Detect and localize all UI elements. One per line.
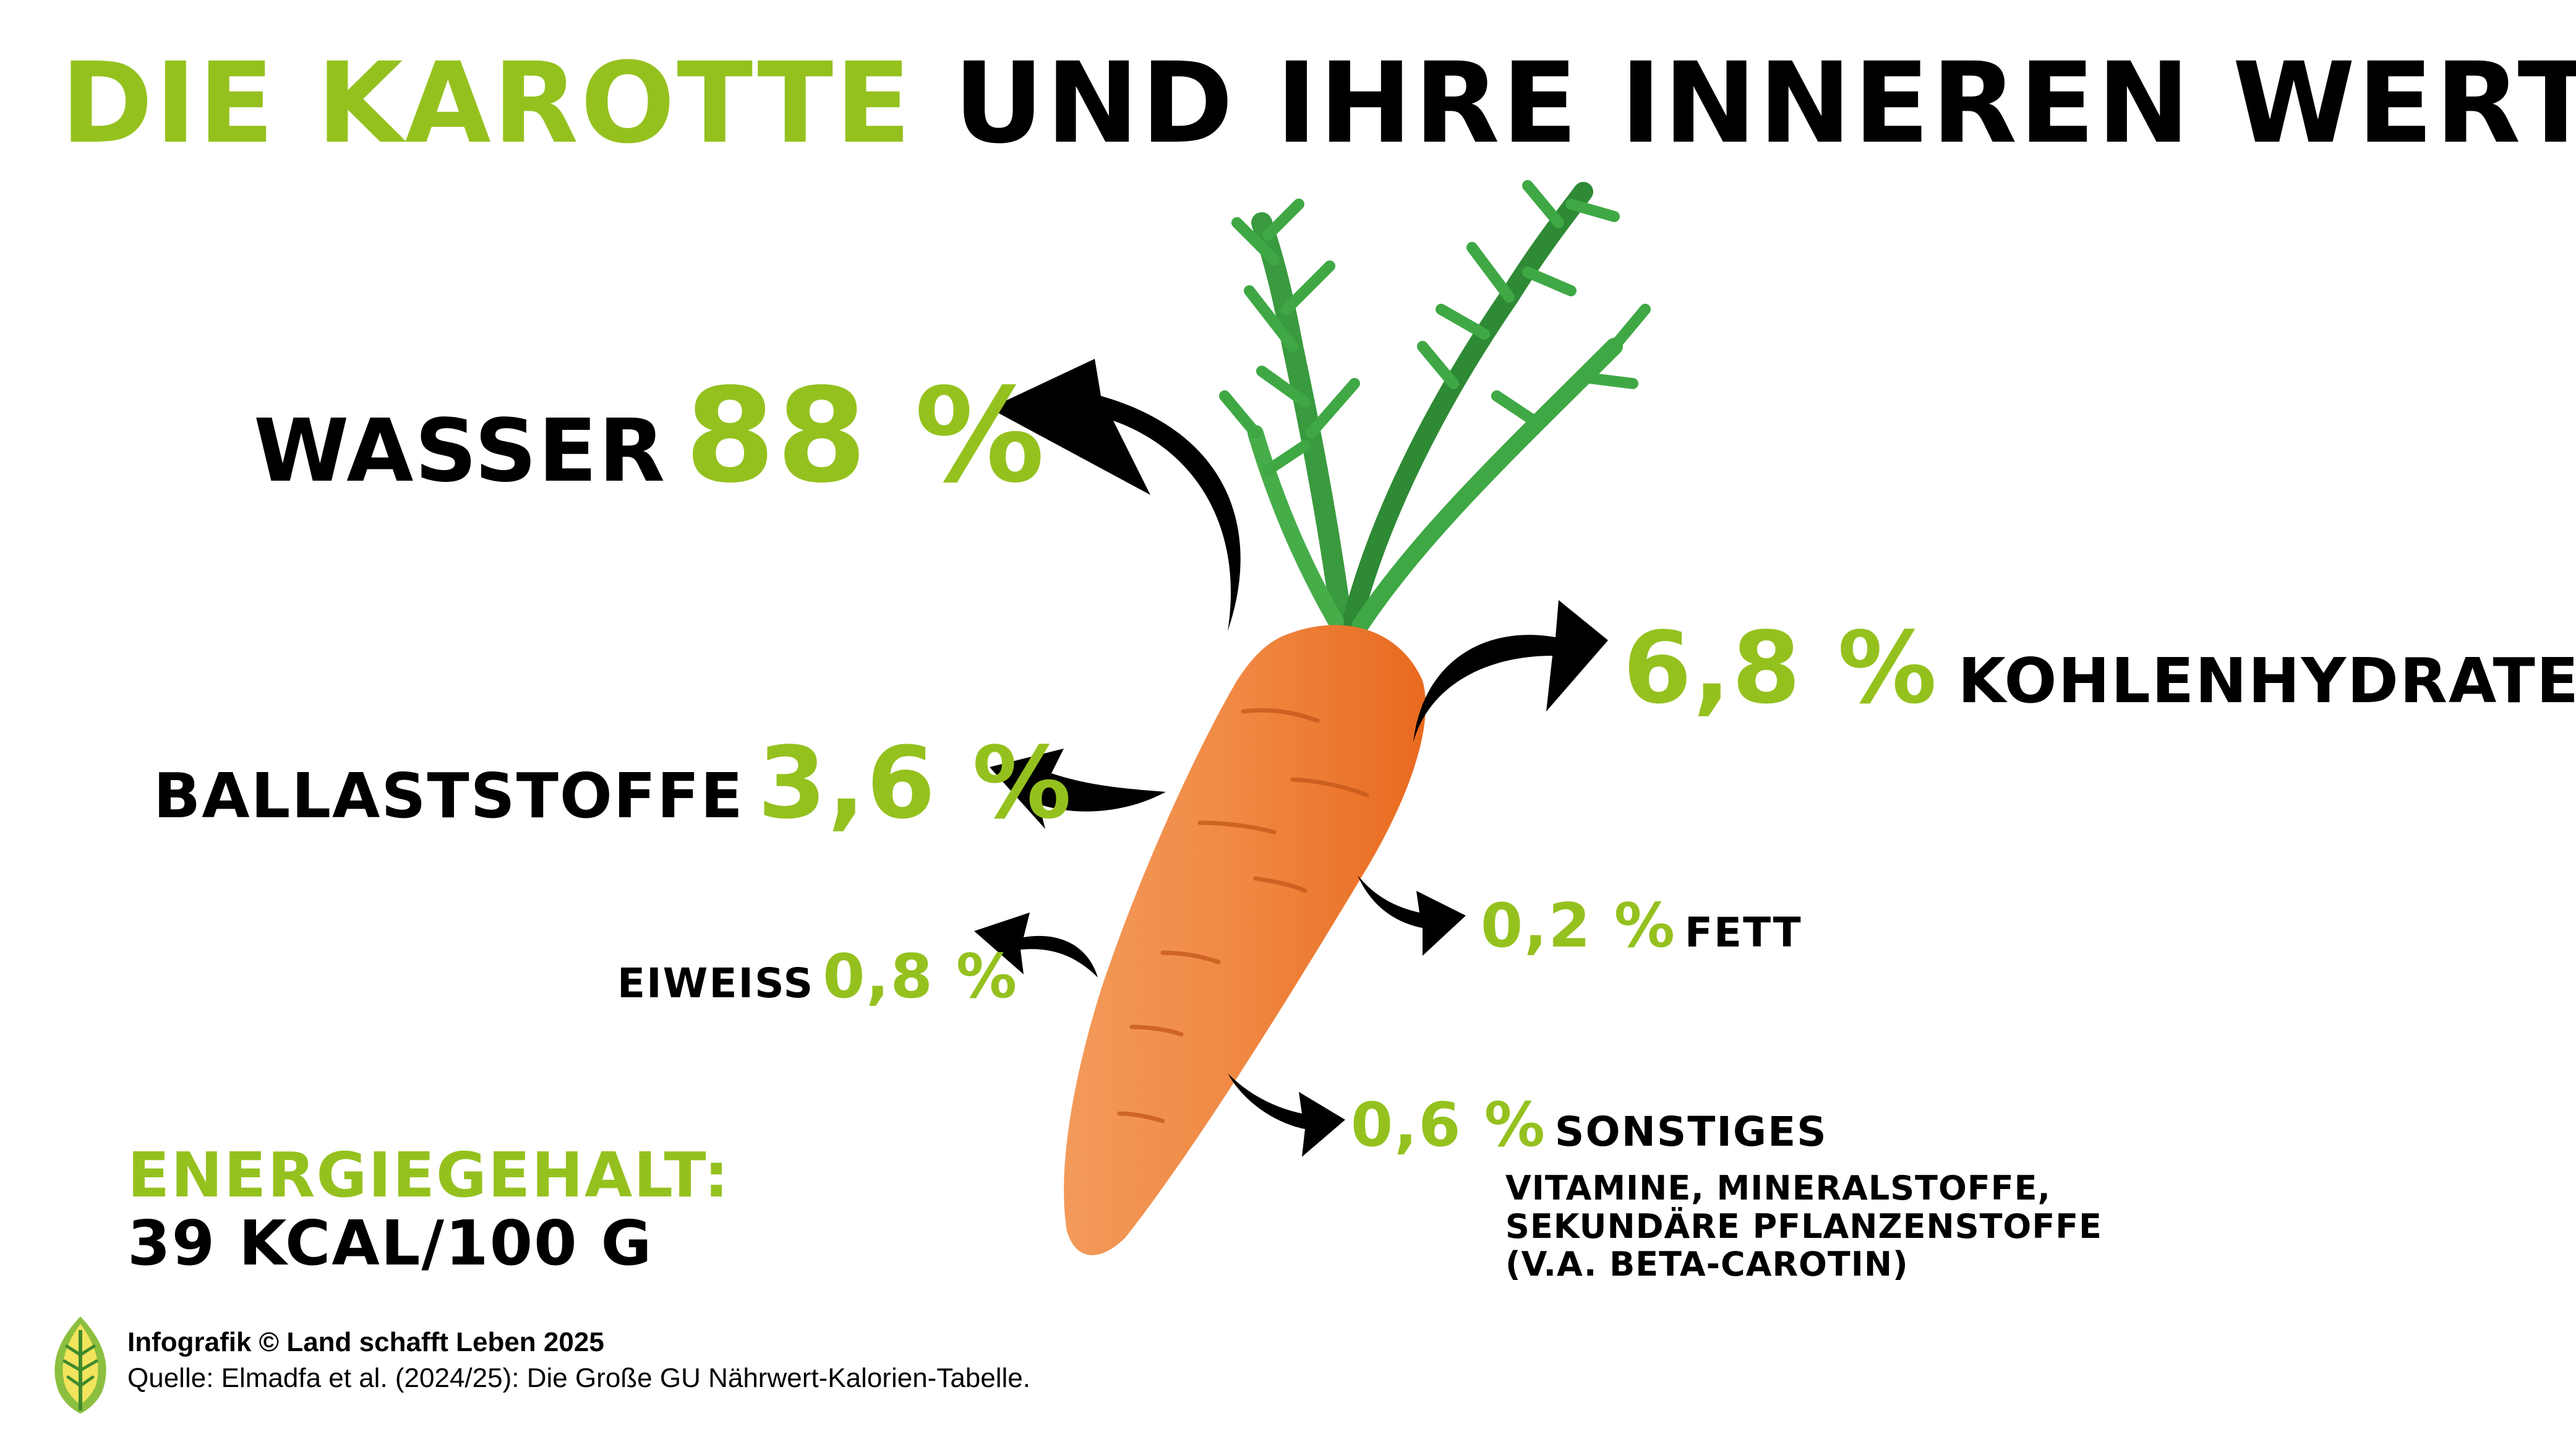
title-highlight: DIE KAROTTE xyxy=(61,39,914,168)
sonstiges-description-line: SEKUNDÄRE PFLANZENSTOFFE xyxy=(1505,1206,2102,1246)
ballaststoffe-stat: BALLASTSTOFFE 3,6 % xyxy=(153,734,1072,833)
sonstiges-description: VITAMINE, MINERALSTOFFE, SEKUNDÄRE PFLAN… xyxy=(1505,1169,2102,1284)
wasser-stat: WASSER 88 % xyxy=(254,371,1046,501)
wasser-label: WASSER xyxy=(254,401,667,502)
sonstiges-label: SONSTIGES xyxy=(1554,1108,1828,1156)
wasser-value: 88 % xyxy=(685,360,1046,512)
arrow-wasser-icon xyxy=(990,359,1241,631)
sonstiges-stat: 0,6 % SONSTIGES xyxy=(1351,1095,1828,1156)
arrow-eiweiss-icon xyxy=(974,912,1098,977)
arrow-fett-icon xyxy=(1358,875,1466,956)
sonstiges-value: 0,6 % xyxy=(1351,1090,1546,1161)
fett-value: 0,2 % xyxy=(1481,891,1676,961)
page-title: DIE KAROTTE UND IHRE INNEREN WERTE xyxy=(61,48,2576,160)
kohlenhydrate-label: KOHLENHYDRATE xyxy=(1958,645,2576,717)
leaf-logo-icon xyxy=(54,1316,106,1414)
ballaststoffe-label: BALLASTSTOFFE xyxy=(153,760,744,832)
energy-value: 39 KCAL/100 G xyxy=(127,1207,653,1279)
fett-stat: 0,2 % FETT xyxy=(1481,896,1802,956)
carrot-leaves-icon xyxy=(1219,180,1651,635)
energy-label: ENERGIEGEHALT: xyxy=(127,1139,730,1211)
eiweiss-stat: EIWEISS 0,8 % xyxy=(617,947,1018,1007)
arrow-kohlenhydrate-icon xyxy=(1413,600,1608,742)
arrow-sonstiges-icon xyxy=(1228,1073,1345,1157)
footer-source: Quelle: Elmadfa et al. (2024/25): Die Gr… xyxy=(127,1363,1030,1393)
arrow-ballaststoffe-icon xyxy=(990,749,1166,829)
kohlenhydrate-stat: 6,8 % KOHLENHYDRATE xyxy=(1623,619,2576,718)
footer-credit: Infografik © Land schafft Leben 2025 xyxy=(127,1327,604,1357)
ballaststoffe-value: 3,6 % xyxy=(757,725,1073,841)
sonstiges-description-line: (V.A. BETA-CAROTIN) xyxy=(1505,1245,1909,1284)
title-rest: UND IHRE INNEREN WERTE xyxy=(953,39,2576,168)
eiweiss-value: 0,8 % xyxy=(823,942,1019,1012)
carrot-body-icon xyxy=(1064,625,1426,1255)
kohlenhydrate-value: 6,8 % xyxy=(1623,610,1938,726)
eiweiss-label: EIWEISS xyxy=(617,960,815,1007)
sonstiges-description-line: VITAMINE, MINERALSTOFFE, xyxy=(1505,1169,2052,1208)
fett-label: FETT xyxy=(1684,909,1802,956)
